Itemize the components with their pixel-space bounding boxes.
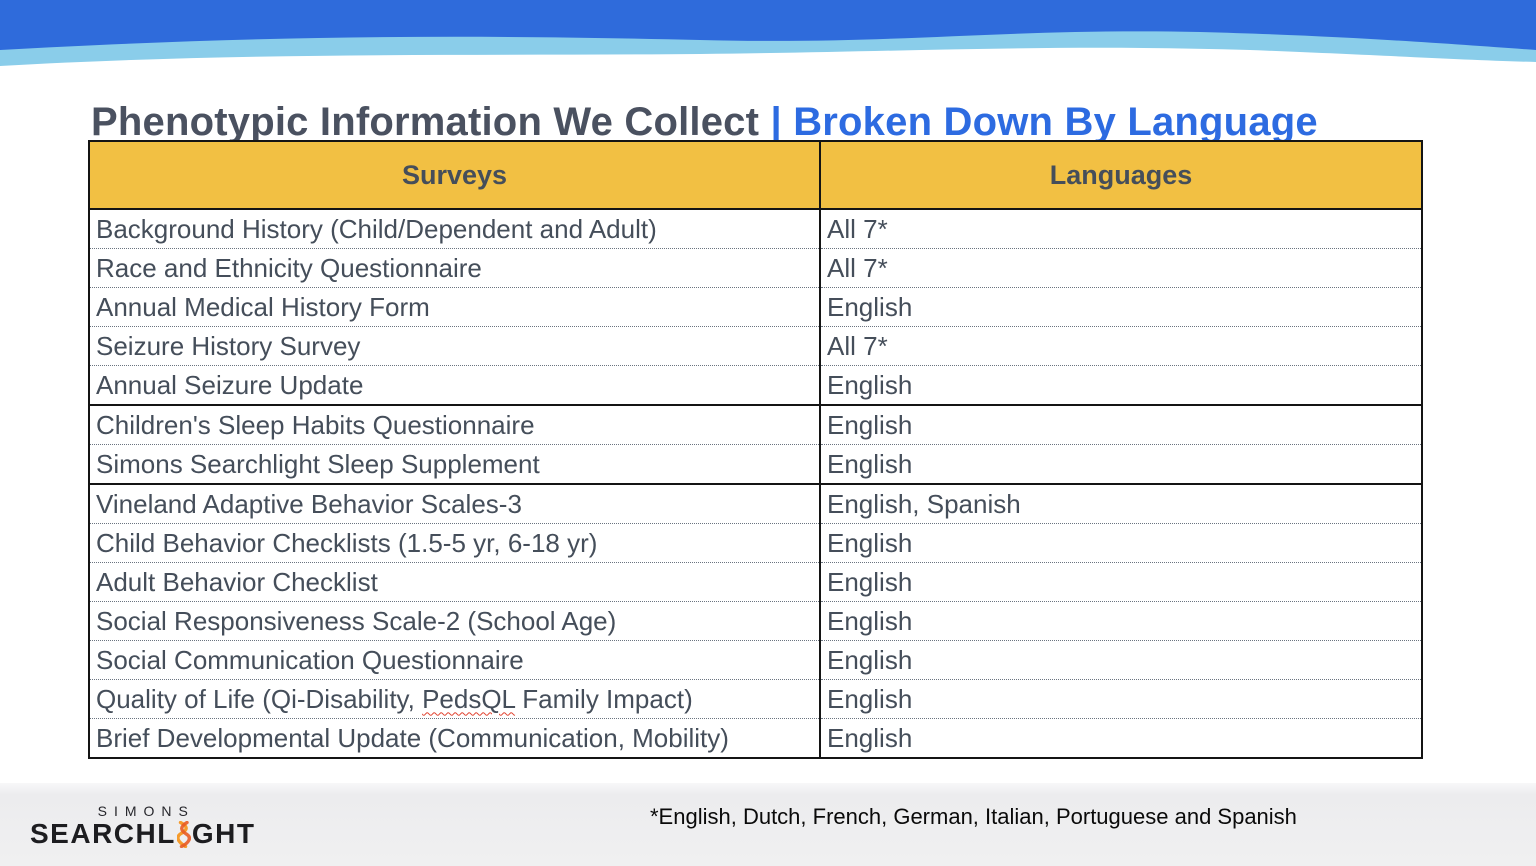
survey-cell: Social Responsiveness Scale-2 (School Ag… bbox=[88, 601, 821, 641]
table-row: Brief Developmental Update (Communicatio… bbox=[88, 718, 1423, 758]
survey-cell: Background History (Child/Dependent and … bbox=[88, 209, 821, 249]
table-row: Annual Medical History Form English bbox=[88, 287, 1423, 327]
survey-cell: Annual Seizure Update bbox=[88, 365, 821, 406]
page-title-separator: | bbox=[770, 99, 794, 144]
dna-helix-icon bbox=[176, 820, 191, 848]
language-cell: English bbox=[820, 405, 1423, 445]
survey-cell: Brief Developmental Update (Communicatio… bbox=[88, 718, 821, 758]
survey-text-suffix: Family Impact) bbox=[515, 683, 693, 714]
language-cell: All 7* bbox=[820, 326, 1423, 366]
survey-cell: Annual Medical History Form bbox=[88, 287, 821, 327]
language-cell: English bbox=[820, 562, 1423, 602]
survey-cell: Race and Ethnicity Questionnaire bbox=[88, 248, 821, 288]
survey-cell: Child Behavior Checklists (1.5-5 yr, 6-1… bbox=[88, 523, 821, 563]
logo-simons-text: SIMONS bbox=[97, 803, 195, 819]
table-row: Social Communication Questionnaire Engli… bbox=[88, 640, 1423, 680]
language-cell: All 7* bbox=[820, 248, 1423, 288]
page-title-main: Phenotypic Information We Collect bbox=[91, 99, 771, 144]
language-cell: All 7* bbox=[820, 209, 1423, 249]
language-cell: English bbox=[820, 679, 1423, 719]
survey-cell: Children's Sleep Habits Questionnaire bbox=[88, 405, 821, 445]
table-row: Annual Seizure Update English bbox=[88, 365, 1423, 406]
column-header-languages: Languages bbox=[819, 140, 1423, 210]
table-row: Vineland Adaptive Behavior Scales-3 Engl… bbox=[88, 484, 1423, 524]
survey-cell: Social Communication Questionnaire bbox=[88, 640, 821, 680]
language-cell: English bbox=[820, 287, 1423, 327]
survey-cell: Adult Behavior Checklist bbox=[88, 562, 821, 602]
column-header-surveys: Surveys bbox=[88, 140, 821, 210]
table-row: Children's Sleep Habits Questionnaire En… bbox=[88, 405, 1423, 445]
wave-graphic bbox=[0, 0, 1536, 66]
table-row: Seizure History Survey All 7* bbox=[88, 326, 1423, 366]
survey-text-prefix: Quality of Life (Qi-Disability, bbox=[96, 683, 423, 714]
language-footnote: *English, Dutch, French, German, Italian… bbox=[650, 804, 1297, 829]
surveys-languages-table: Surveys Languages Background History (Ch… bbox=[88, 140, 1423, 759]
survey-cell: Seizure History Survey bbox=[88, 326, 821, 366]
language-cell: English bbox=[820, 640, 1423, 680]
table-row: Race and Ethnicity Questionnaire All 7* bbox=[88, 248, 1423, 288]
language-cell: English bbox=[820, 718, 1423, 758]
language-cell: English bbox=[820, 444, 1423, 485]
survey-cell: Quality of Life (Qi-Disability, PedsQL F… bbox=[88, 679, 821, 719]
table-row: Quality of Life (Qi-Disability, PedsQL F… bbox=[88, 679, 1423, 719]
logo-searchlight-left: SEARCHL bbox=[30, 818, 176, 849]
logo-searchlight-text: SEARCHL GHT bbox=[30, 820, 255, 848]
header-wave-decoration bbox=[0, 0, 1536, 80]
logo-searchlight-right: GHT bbox=[191, 818, 256, 849]
table-header-row: Surveys Languages bbox=[88, 140, 1423, 210]
survey-text-spellchecked-word: PedsQL bbox=[422, 683, 516, 714]
language-cell: English bbox=[820, 601, 1423, 641]
table-row: Adult Behavior Checklist English bbox=[88, 562, 1423, 602]
footer: SIMONS SEARCHL GHT *English, Dutch, Frenc… bbox=[0, 783, 1536, 866]
table-row: Social Responsiveness Scale-2 (School Ag… bbox=[88, 601, 1423, 641]
table-row: Simons Searchlight Sleep Supplement Engl… bbox=[88, 444, 1423, 485]
table-row: Background History (Child/Dependent and … bbox=[88, 209, 1423, 249]
language-cell: English bbox=[820, 365, 1423, 406]
survey-cell: Vineland Adaptive Behavior Scales-3 bbox=[88, 484, 821, 524]
table-row: Child Behavior Checklists (1.5-5 yr, 6-1… bbox=[88, 523, 1423, 563]
page-title: Phenotypic Information We Collect | Brok… bbox=[91, 99, 1491, 145]
language-cell: English, Spanish bbox=[820, 484, 1423, 524]
simons-searchlight-logo: SIMONS SEARCHL GHT bbox=[30, 803, 255, 848]
language-cell: English bbox=[820, 523, 1423, 563]
page-title-highlight: Broken Down By Language bbox=[793, 99, 1318, 144]
survey-cell: Simons Searchlight Sleep Supplement bbox=[88, 444, 821, 485]
